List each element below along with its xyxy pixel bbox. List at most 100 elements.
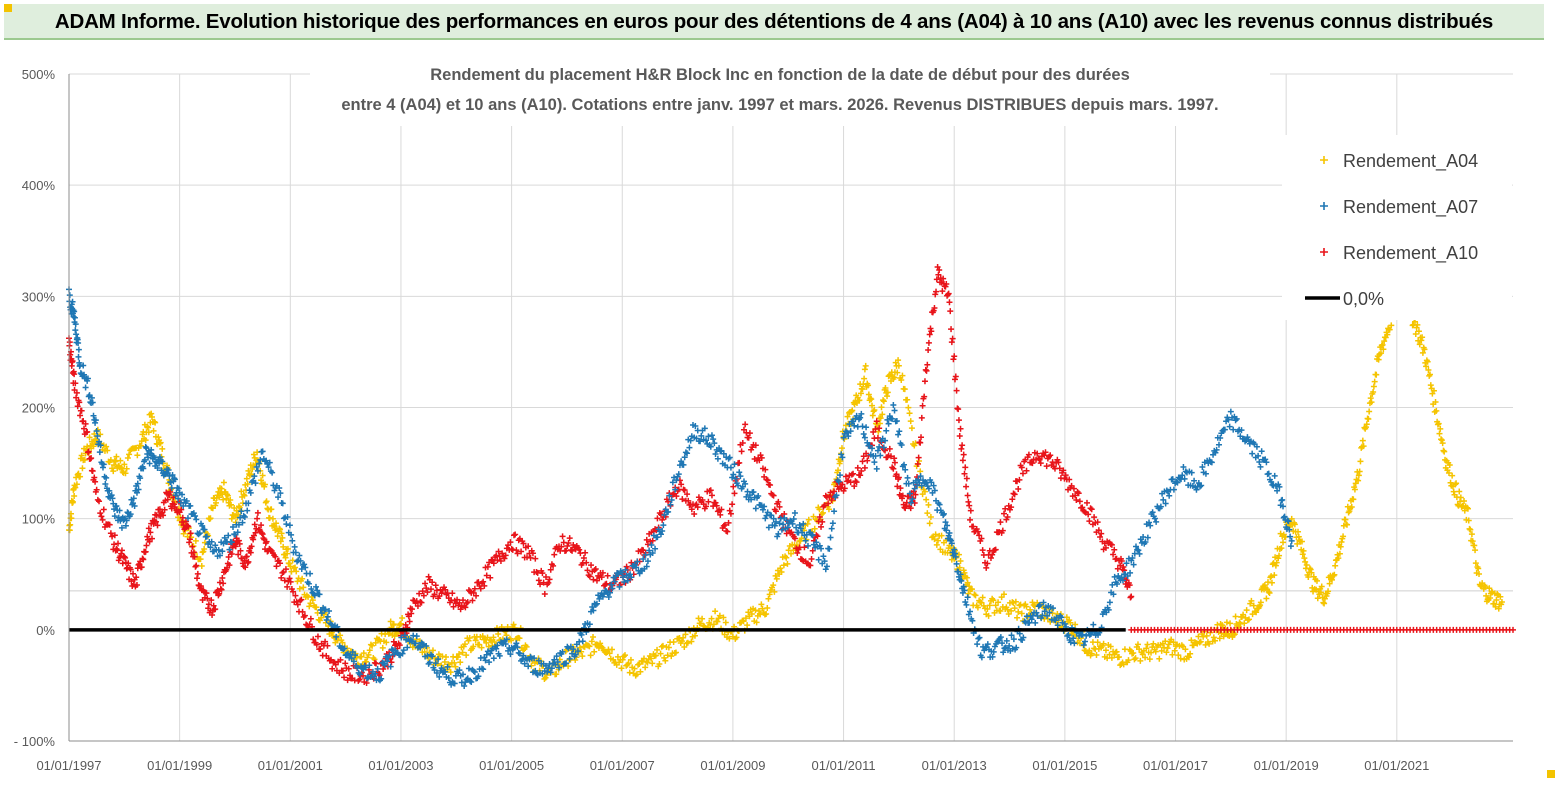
point-a07 — [657, 531, 664, 538]
point-a10 — [88, 455, 95, 462]
point-a10 — [66, 339, 73, 346]
point-a04 — [1008, 607, 1015, 614]
point-a04 — [553, 671, 560, 678]
point-a10 — [142, 548, 149, 555]
point-a07 — [1288, 537, 1295, 544]
point-a04 — [644, 659, 651, 666]
point-a04 — [280, 543, 287, 550]
point-a04 — [726, 635, 733, 642]
point-a07 — [997, 634, 1004, 641]
point-a07 — [1258, 448, 1265, 455]
point-a07 — [1123, 560, 1130, 567]
point-a10 — [216, 579, 223, 586]
point-a04 — [123, 465, 130, 472]
point-a07 — [579, 638, 586, 645]
point-a04 — [1302, 558, 1309, 565]
point-a07 — [1255, 452, 1262, 459]
point-a07 — [1279, 496, 1286, 503]
point-a07 — [90, 412, 97, 419]
point-a10 — [218, 586, 225, 593]
point-a04 — [771, 588, 778, 595]
point-a07 — [735, 482, 742, 489]
point-a04 — [1329, 576, 1336, 583]
point-a07 — [546, 661, 553, 668]
point-a10 — [187, 530, 194, 537]
point-a07 — [1110, 591, 1117, 598]
point-a07 — [1026, 619, 1033, 626]
point-a10 — [464, 599, 471, 606]
point-a04 — [466, 635, 473, 642]
point-a10 — [758, 454, 765, 461]
point-a04 — [926, 520, 933, 527]
point-a07 — [276, 484, 283, 491]
point-a10 — [483, 572, 490, 579]
point-a07 — [245, 500, 252, 507]
point-a04 — [1493, 596, 1500, 603]
legend-item-zero[interactable]: 0,0% — [1305, 289, 1384, 309]
point-a10 — [1079, 504, 1086, 511]
point-a07 — [175, 495, 182, 502]
point-a10 — [542, 574, 549, 581]
point-a04 — [1471, 542, 1478, 549]
point-a04 — [857, 390, 864, 397]
point-a10 — [950, 356, 957, 363]
point-a07 — [1170, 486, 1177, 493]
point-a04 — [103, 443, 110, 450]
point-a07 — [547, 669, 554, 676]
point-a04 — [1268, 573, 1275, 580]
point-a04 — [488, 637, 495, 644]
point-a07 — [551, 656, 558, 663]
point-a10 — [987, 555, 994, 562]
point-a07 — [71, 314, 78, 321]
point-a10 — [564, 542, 571, 549]
point-a04 — [1011, 605, 1018, 612]
legend-item-a07[interactable]: Rendement_A07 — [1320, 197, 1478, 218]
point-a10 — [471, 585, 478, 592]
point-a04 — [1298, 538, 1305, 545]
point-a07 — [193, 516, 200, 523]
point-a07 — [548, 665, 555, 672]
point-a10 — [125, 560, 132, 567]
legend-marker — [1320, 248, 1328, 256]
point-a10 — [477, 585, 484, 592]
legend-item-a10[interactable]: Rendement_A10 — [1320, 243, 1478, 264]
point-a07 — [496, 652, 503, 659]
point-a04 — [1416, 341, 1423, 348]
point-a04 — [1203, 632, 1210, 639]
point-a07 — [1257, 463, 1264, 470]
point-a07 — [611, 578, 618, 585]
point-a07 — [809, 532, 816, 539]
point-a04 — [1278, 545, 1285, 552]
point-a07 — [201, 526, 208, 533]
point-a07 — [296, 552, 303, 559]
point-a04 — [66, 527, 73, 534]
point-a10 — [826, 493, 833, 500]
point-a07 — [404, 644, 411, 651]
point-a10 — [232, 543, 239, 550]
point-a07 — [399, 650, 406, 657]
point-a07 — [154, 464, 161, 471]
point-a04 — [1464, 504, 1471, 511]
point-a07 — [906, 490, 913, 497]
point-a04 — [935, 537, 942, 544]
point-a07 — [416, 643, 423, 650]
point-a10 — [130, 570, 137, 577]
point-a10 — [769, 491, 776, 498]
point-a07 — [503, 636, 510, 643]
point-a07 — [1274, 487, 1281, 494]
point-a04 — [1094, 639, 1101, 646]
point-a10 — [546, 576, 553, 583]
point-a07 — [826, 545, 833, 552]
point-a10 — [673, 493, 680, 500]
point-a04 — [894, 369, 901, 376]
point-a10 — [425, 573, 432, 580]
point-a04 — [1487, 594, 1494, 601]
legend-backdrop — [1282, 135, 1512, 320]
point-a10 — [951, 353, 958, 360]
point-a07 — [253, 463, 260, 470]
point-a07 — [265, 464, 272, 471]
legend-item-a04[interactable]: Rendement_A04 — [1320, 151, 1478, 172]
point-a04 — [1340, 533, 1347, 540]
point-a07 — [531, 655, 538, 662]
point-a07 — [646, 547, 653, 554]
